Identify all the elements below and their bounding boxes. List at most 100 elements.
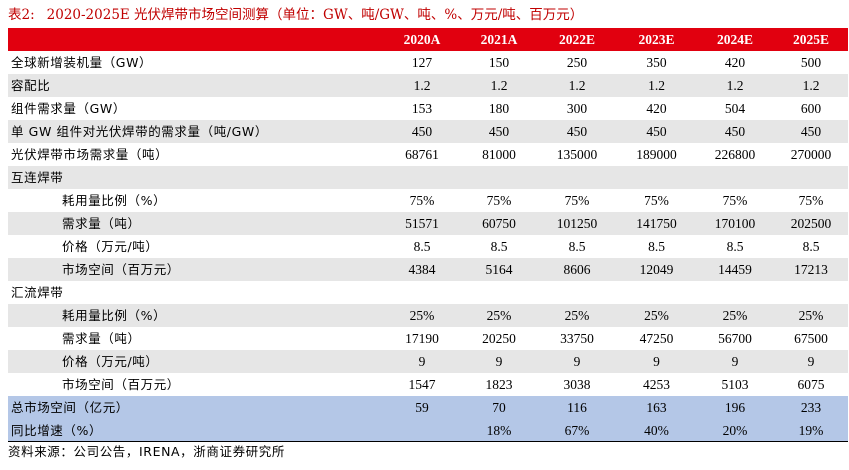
table-cell: 51571 (383, 212, 461, 235)
table-cell: 75% (722, 193, 748, 208)
table-cell: 226800 (714, 147, 756, 162)
table-cell: 1823 (485, 377, 513, 392)
table-cell: 75% (644, 193, 669, 208)
row-label: 总市场空间（亿元） (8, 396, 383, 419)
row-label: 需求量（吨） (62, 331, 141, 346)
table-cell: 9 (461, 350, 537, 373)
table-row: 市场空间（百万元） 1547 1823 3038 4253 5103 6075 (8, 373, 848, 396)
table-cell (461, 166, 537, 189)
table-cell: 450 (461, 120, 537, 143)
table-cell: 450 (383, 120, 461, 143)
table-cell: 40% (617, 419, 696, 442)
table-cell: 81000 (482, 147, 516, 162)
table-cell (617, 281, 696, 304)
table-cell (696, 281, 774, 304)
row-label: 全球新增装机量（GW） (11, 55, 153, 70)
table-cell: 25% (461, 304, 537, 327)
caption-label: 表2: (8, 7, 35, 23)
table-cell: 1547 (408, 377, 436, 392)
table-cell: 5103 (721, 377, 749, 392)
table-row: 全球新增装机量（GW） 127 150 250 350 420 500 (8, 51, 848, 74)
table-cell: 116 (537, 396, 617, 419)
table-cell: 163 (617, 396, 696, 419)
column-header: 2024E (716, 32, 753, 47)
column-header: 2023E (638, 32, 675, 47)
table-cell: 1.2 (537, 74, 617, 97)
table-cell: 8.5 (568, 239, 586, 254)
table-cell: 20% (696, 419, 774, 442)
table-cell: 202500 (774, 212, 848, 235)
table-bottom-rule (8, 441, 848, 442)
table-caption: 表2: 2020-2025E 光伏焊带市场空间测算（单位：GW、吨/GW、吨、%、… (8, 5, 583, 25)
column-header: 2020A (403, 32, 441, 47)
table-cell: 8.5 (490, 239, 508, 254)
table-cell: 1.2 (461, 74, 537, 97)
table-cell: 18% (461, 419, 537, 442)
row-label: 价格（万元/吨） (62, 239, 159, 254)
table-cell: 20250 (482, 331, 516, 346)
column-header: 2022E (558, 32, 595, 47)
table-cell: 4253 (643, 377, 670, 392)
table-cell: 1.2 (617, 74, 696, 97)
table-cell: 8606 (537, 258, 617, 281)
table-cell: 25% (617, 304, 696, 327)
table-cell: 75% (564, 193, 590, 208)
table-cell: 17190 (405, 331, 439, 346)
table-row: 组件需求量（GW） 153 180 300 420 504 600 (8, 97, 848, 120)
summary-row: 同比增速（%） 18% 67% 40% 20% 19% (8, 419, 848, 442)
table-cell: 67% (537, 419, 617, 442)
table-cell (383, 281, 461, 304)
table-cell: 75% (409, 193, 435, 208)
table-cell: 9 (774, 350, 848, 373)
section-row: 互连焊带 (8, 166, 848, 189)
table-cell: 9 (617, 350, 696, 373)
row-label: 市场空间（百万元） (62, 377, 180, 392)
table-cell: 56700 (718, 331, 752, 346)
table-cell: 19% (774, 419, 848, 442)
table-cell (537, 166, 617, 189)
table-cell: 450 (537, 120, 617, 143)
table-cell: 600 (800, 101, 822, 116)
column-header: 2021A (480, 32, 518, 47)
table-cell: 189000 (636, 147, 677, 162)
row-label: 单 GW 组件对光伏焊带的需求量（吨/GW） (8, 120, 383, 143)
table-cell: 75% (798, 193, 824, 208)
table-cell: 141750 (617, 212, 696, 235)
row-label: 耗用量比例（%） (8, 304, 383, 327)
table-cell: 47250 (639, 331, 674, 346)
table-cell: 153 (411, 101, 433, 116)
table-cell (383, 166, 461, 189)
table-cell: 9 (537, 350, 617, 373)
table-cell (461, 281, 537, 304)
table-cell (696, 166, 774, 189)
table-cell: 450 (696, 120, 774, 143)
table-cell (774, 281, 848, 304)
row-label: 价格（万元/吨） (8, 350, 383, 373)
table-cell: 135000 (556, 147, 598, 162)
table-cell: 8.5 (413, 239, 431, 254)
table-row: 需求量（吨） 51571 60750 101250 141750 170100 … (8, 212, 848, 235)
table-row: 单 GW 组件对光伏焊带的需求量（吨/GW） 450 450 450 450 4… (8, 120, 848, 143)
table-row: 需求量（吨） 17190 20250 33750 47250 56700 675… (8, 327, 848, 350)
table-cell (774, 166, 848, 189)
table-cell (383, 419, 461, 442)
table-cell: 9 (696, 350, 774, 373)
table-row: 耗用量比例（%） 75% 75% 75% 75% 75% 75% (8, 189, 848, 212)
summary-row: 总市场空间（亿元） 59 70 116 163 196 233 (8, 396, 848, 419)
table-cell: 250 (566, 55, 588, 70)
row-label: 光伏焊带市场需求量（吨） (11, 147, 169, 162)
table-cell: 180 (488, 101, 510, 116)
table-cell: 60750 (461, 212, 537, 235)
table-cell: 33750 (560, 331, 594, 346)
row-label: 同比增速（%） (8, 419, 383, 442)
table-cell: 4384 (383, 258, 461, 281)
table-cell: 127 (411, 55, 433, 70)
table-cell: 68761 (405, 147, 439, 162)
row-label: 耗用量比例（%） (62, 193, 167, 208)
header-row: 2020A 2021A 2022E 2023E 2024E 2025E (8, 28, 848, 51)
table-cell: 420 (724, 55, 746, 70)
table-cell: 170100 (696, 212, 774, 235)
table-cell: 1.2 (696, 74, 774, 97)
section-label: 汇流焊带 (11, 285, 64, 300)
table-cell: 25% (774, 304, 848, 327)
